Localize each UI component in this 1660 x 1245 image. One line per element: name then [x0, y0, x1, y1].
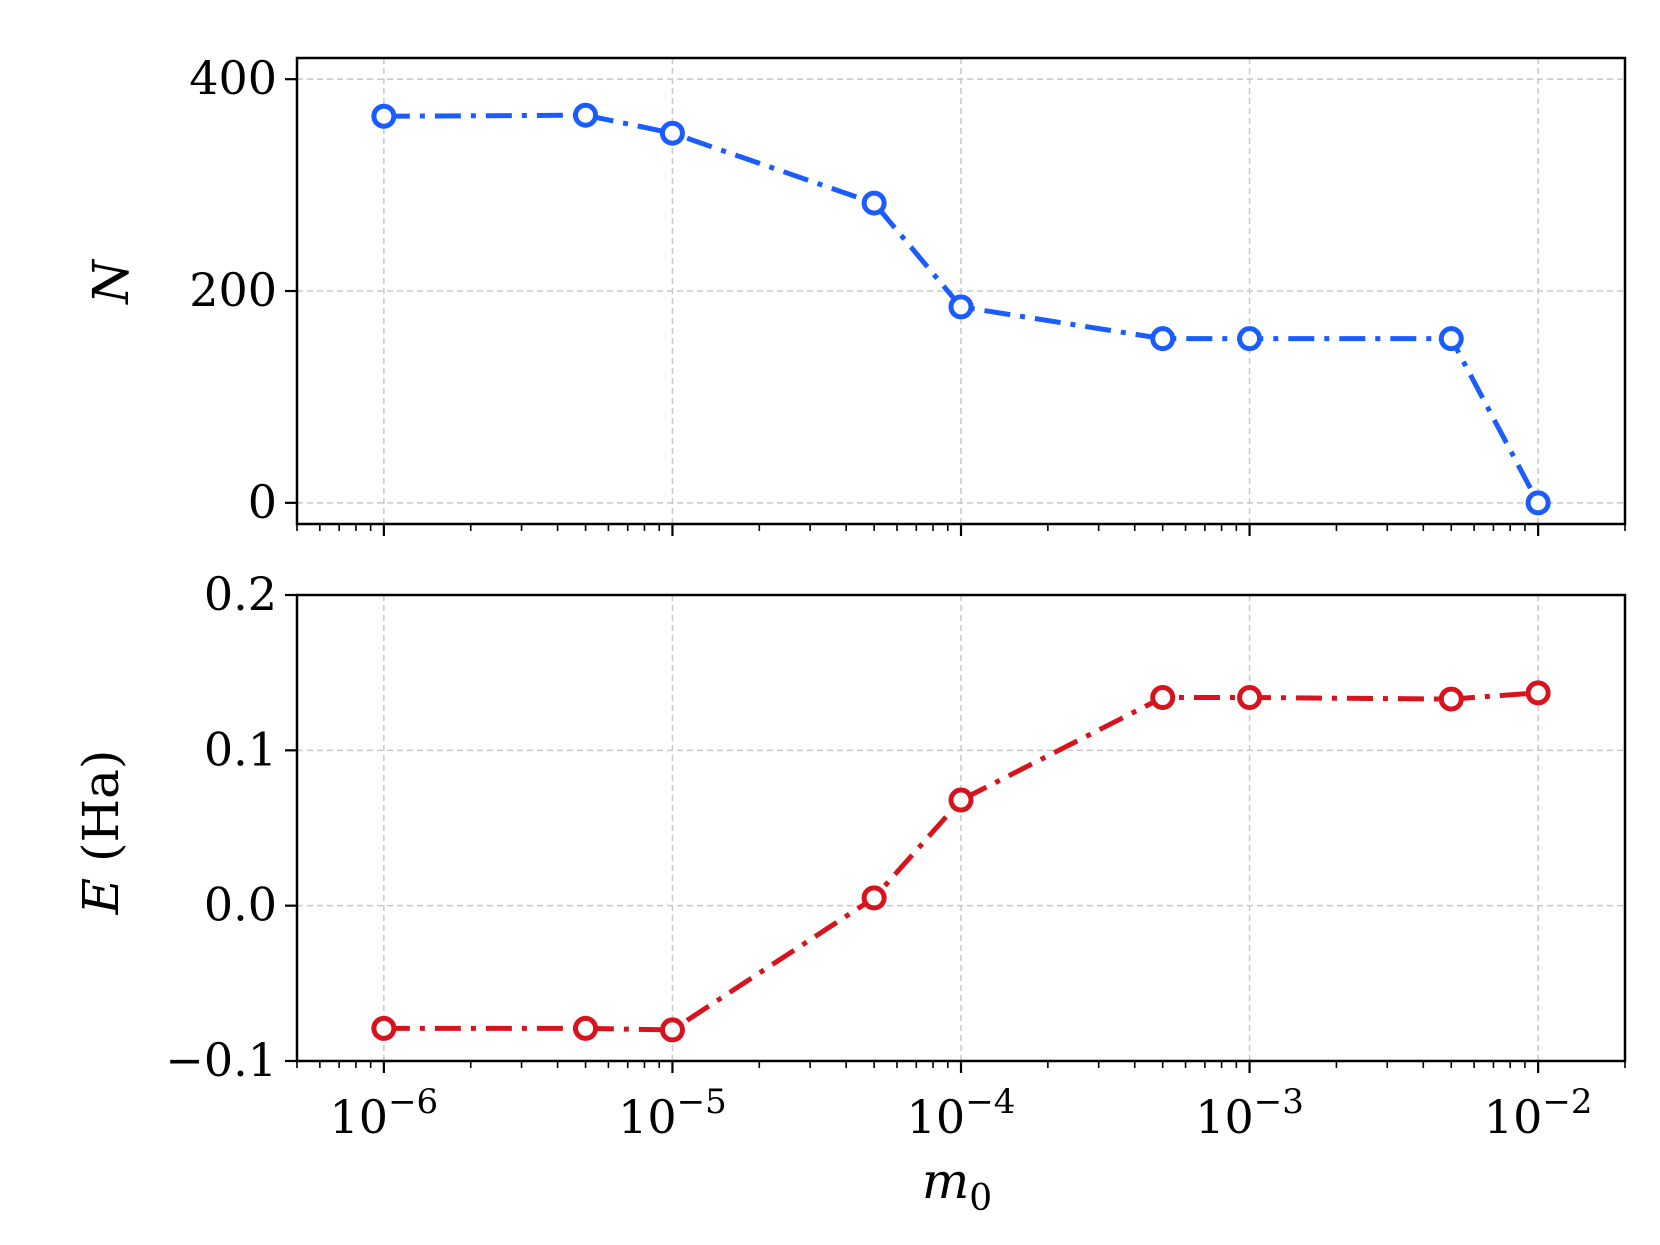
data-point-marker — [861, 190, 887, 216]
data-point-marker — [861, 885, 887, 911]
y-tick-label: 0 — [248, 475, 277, 529]
plot-frame-top — [295, 56, 1627, 526]
ticks-top: 0 200 400 — [189, 51, 1626, 536]
grid-bottom — [297, 594, 1625, 1062]
x-tick-label: 10−4 — [907, 1082, 1016, 1144]
y-axis-label-top: N — [82, 258, 140, 305]
data-point-marker — [573, 1015, 599, 1041]
x-tick-label: 10−6 — [330, 1082, 439, 1144]
grid-top — [297, 58, 1625, 524]
data-point-marker — [948, 787, 974, 813]
data-point-marker — [1438, 686, 1464, 712]
data-point-marker — [1525, 680, 1551, 706]
data-point-marker — [659, 120, 685, 146]
y-tick-label: 0.1 — [204, 722, 277, 776]
x-tick-label: 10−5 — [618, 1082, 727, 1144]
y-tick-label: −0.1 — [165, 1033, 277, 1087]
x-tick-label: 10−3 — [1195, 1082, 1304, 1144]
x-tick-label: 10−2 — [1484, 1082, 1593, 1144]
plot-frame-bottom — [295, 593, 1627, 1063]
x-axis-label: m0 — [922, 1152, 992, 1219]
data-point-marker — [1237, 685, 1263, 711]
data-point-marker — [1525, 490, 1551, 516]
series-line — [383, 690, 1539, 1033]
data-point-marker — [371, 103, 397, 129]
ticks-bottom: −0.1 0.0 0.1 0.2 10−6 10−5 10−4 10−3 10−2 — [165, 567, 1626, 1144]
data-point-marker — [1150, 326, 1176, 352]
y-tick-label: 200 — [189, 263, 277, 317]
series-top — [371, 102, 1551, 516]
data-point-marker — [948, 294, 974, 320]
y-tick-label: 0.2 — [204, 567, 277, 621]
data-point-marker — [371, 1015, 397, 1041]
data-point-marker — [659, 1017, 685, 1043]
y-tick-label: 0.0 — [204, 878, 277, 932]
data-point-marker — [573, 102, 599, 128]
y-axis-label-bottom: E (Ha) — [72, 750, 130, 916]
data-point-marker — [1150, 685, 1176, 711]
series-bottom — [371, 680, 1551, 1043]
panel-top: 0 200 400 N — [82, 51, 1627, 536]
panel-bottom: −0.1 0.0 0.1 0.2 10−6 10−5 10−4 10−3 10−2 E (Ha)… — [72, 567, 1627, 1219]
y-tick-label: 400 — [189, 51, 277, 105]
data-point-marker — [1237, 326, 1263, 352]
data-point-marker — [1438, 326, 1464, 352]
